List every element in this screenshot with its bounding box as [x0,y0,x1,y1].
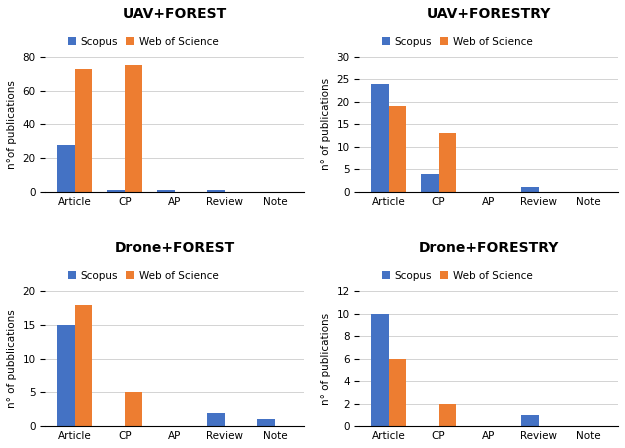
Title: UAV+FORESTRY: UAV+FORESTRY [426,7,551,21]
Bar [125,65,142,192]
Legend: Scopus, Web of Science: Scopus, Web of Science [378,32,536,51]
Bar [158,190,175,192]
Title: Drone+FORESTRY: Drone+FORESTRY [419,241,559,255]
Legend: Scopus, Web of Science: Scopus, Web of Science [378,267,536,285]
Bar [371,84,389,192]
Bar [208,190,225,192]
Y-axis label: n°of publications: n°of publications [7,80,17,169]
Bar [439,404,456,426]
Title: Drone+FOREST: Drone+FOREST [115,241,235,255]
Title: UAV+FOREST: UAV+FOREST [122,7,227,21]
Bar [421,174,439,192]
Bar [208,413,225,426]
Bar [258,419,275,426]
Y-axis label: n° of pubblications: n° of pubblications [7,310,17,408]
Bar [58,145,75,192]
Legend: Scopus, Web of Science: Scopus, Web of Science [64,267,222,285]
Bar [107,190,125,192]
Bar [389,359,406,426]
Bar [125,392,142,426]
Bar [439,134,456,192]
Bar [521,415,539,426]
Bar [371,314,389,426]
Y-axis label: n° of publications: n° of publications [321,78,331,170]
Bar [75,305,92,426]
Bar [75,69,92,192]
Bar [389,106,406,192]
Bar [521,187,539,192]
Bar [58,325,75,426]
Y-axis label: n° of publications: n° of publications [321,313,331,405]
Legend: Scopus, Web of Science: Scopus, Web of Science [64,32,222,51]
